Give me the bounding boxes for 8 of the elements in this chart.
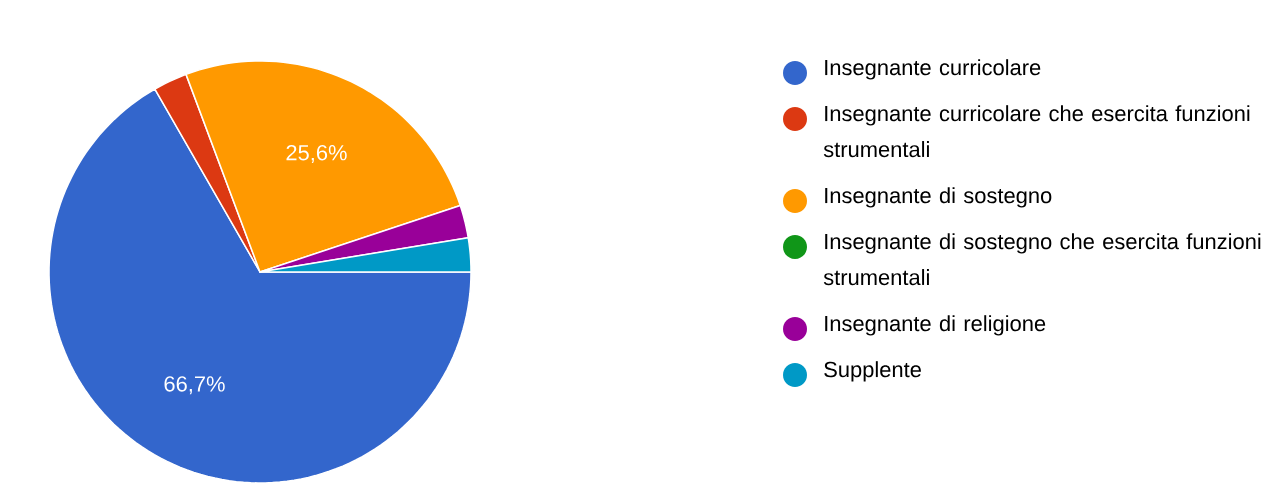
legend-label: Supplente [824,361,921,382]
data-label: 25,6% [286,144,347,164]
legend-label: Insegnante di sostegno [825,187,1052,208]
legend-label: Insegnante di religione [825,315,1046,336]
legend-label: Insegnante di sostegno che esercita funzioni strumentali [823,233,1261,286]
data-label: 66,7% [164,376,225,395]
legend-label: Insegnante curricolare [825,59,1041,80]
legend-label: Insegnante curricolare che esercita funzioni strumentali [823,105,1250,158]
